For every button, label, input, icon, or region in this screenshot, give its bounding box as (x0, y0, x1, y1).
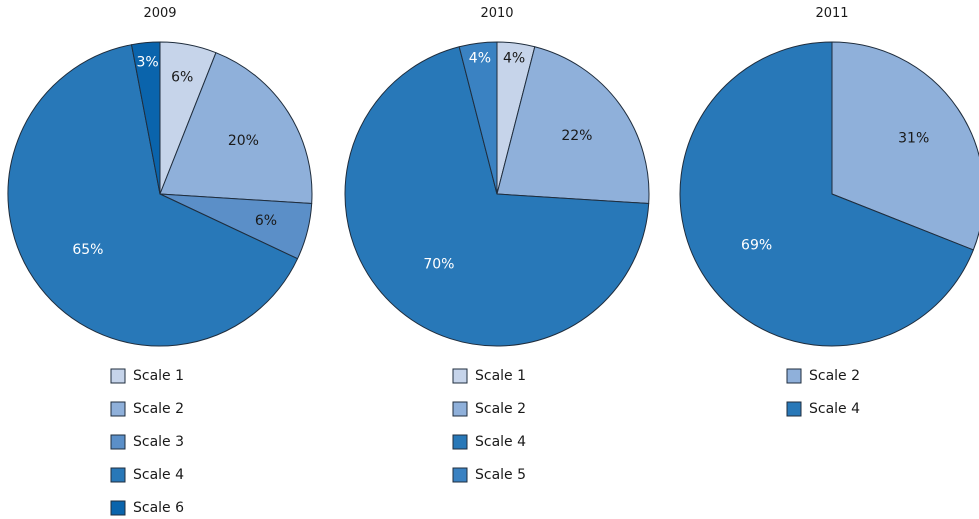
slice-value-label: 6% (255, 213, 277, 229)
legend-label: Scale 6 (133, 500, 184, 516)
legend-swatch (452, 467, 468, 483)
legend-item: Scale 4 (110, 467, 184, 483)
legend-swatch (452, 401, 468, 417)
chart-title: 2011 (815, 6, 848, 21)
slice-value-label: 4% (503, 50, 525, 66)
slice-scale-2 (496, 46, 650, 205)
legend: Scale 2 Scale 4 (786, 368, 860, 417)
slice-scale-4 (679, 41, 974, 347)
legend-swatch (110, 500, 126, 516)
legend: Scale 1 Scale 2 Scale 4 Scale 5 (452, 368, 526, 483)
legend-item: Scale 6 (110, 500, 184, 516)
legend-label: Scale 2 (809, 368, 860, 384)
pie-chart-2011: 2011 31% 69% Scale 2 Scale 4 (679, 6, 979, 417)
legend-item: Scale 2 (786, 368, 860, 384)
legend-item: Scale 2 (110, 401, 184, 417)
slice-value-label: 6% (171, 70, 193, 86)
legend-label: Scale 4 (133, 467, 184, 483)
legend-item: Scale 2 (452, 401, 526, 417)
chart-title: 2010 (480, 6, 513, 21)
legend-swatch (452, 368, 468, 384)
legend-item: Scale 4 (452, 434, 526, 450)
chart-title: 2009 (143, 6, 176, 21)
legend-label: Scale 2 (475, 401, 526, 417)
legend-label: Scale 4 (475, 434, 526, 450)
slice-value-label: 3% (136, 54, 158, 70)
legend-swatch (110, 467, 126, 483)
slice-value-label: 65% (72, 242, 103, 258)
slice-scale-2 (831, 41, 979, 251)
legend-label: Scale 2 (133, 401, 184, 417)
slice-value-label: 22% (561, 128, 592, 144)
legend-item: Scale 4 (786, 401, 860, 417)
slice-value-label: 20% (228, 133, 259, 149)
legend-swatch (786, 368, 802, 384)
slice-scale-5 (458, 41, 498, 195)
slice-scale-2 (159, 52, 313, 205)
slice-value-label: 69% (741, 237, 772, 253)
legend-item: Scale 1 (452, 368, 526, 384)
legend-swatch (786, 401, 802, 417)
legend-swatch (110, 368, 126, 384)
legend-item: Scale 5 (452, 467, 526, 483)
slice-value-label: 31% (898, 131, 929, 147)
legend-label: Scale 3 (133, 434, 184, 450)
slice-value-label: 70% (423, 256, 454, 272)
legend-label: Scale 1 (475, 368, 526, 384)
slice-scale-6 (131, 41, 161, 195)
legend-label: Scale 5 (475, 467, 526, 483)
legend-label: Scale 1 (133, 368, 184, 384)
legend: Scale 1 Scale 2 Scale 3 Scale 4 Scale 6 (110, 368, 184, 516)
legend-item: Scale 1 (110, 368, 184, 384)
legend-swatch (110, 434, 126, 450)
legend-swatch (452, 434, 468, 450)
legend-swatch (110, 401, 126, 417)
slice-scale-4 (7, 44, 299, 347)
slice-value-label: 4% (469, 50, 491, 66)
legend-label: Scale 4 (809, 401, 860, 417)
legend-item: Scale 3 (110, 434, 184, 450)
slice-scale-4 (344, 46, 650, 347)
